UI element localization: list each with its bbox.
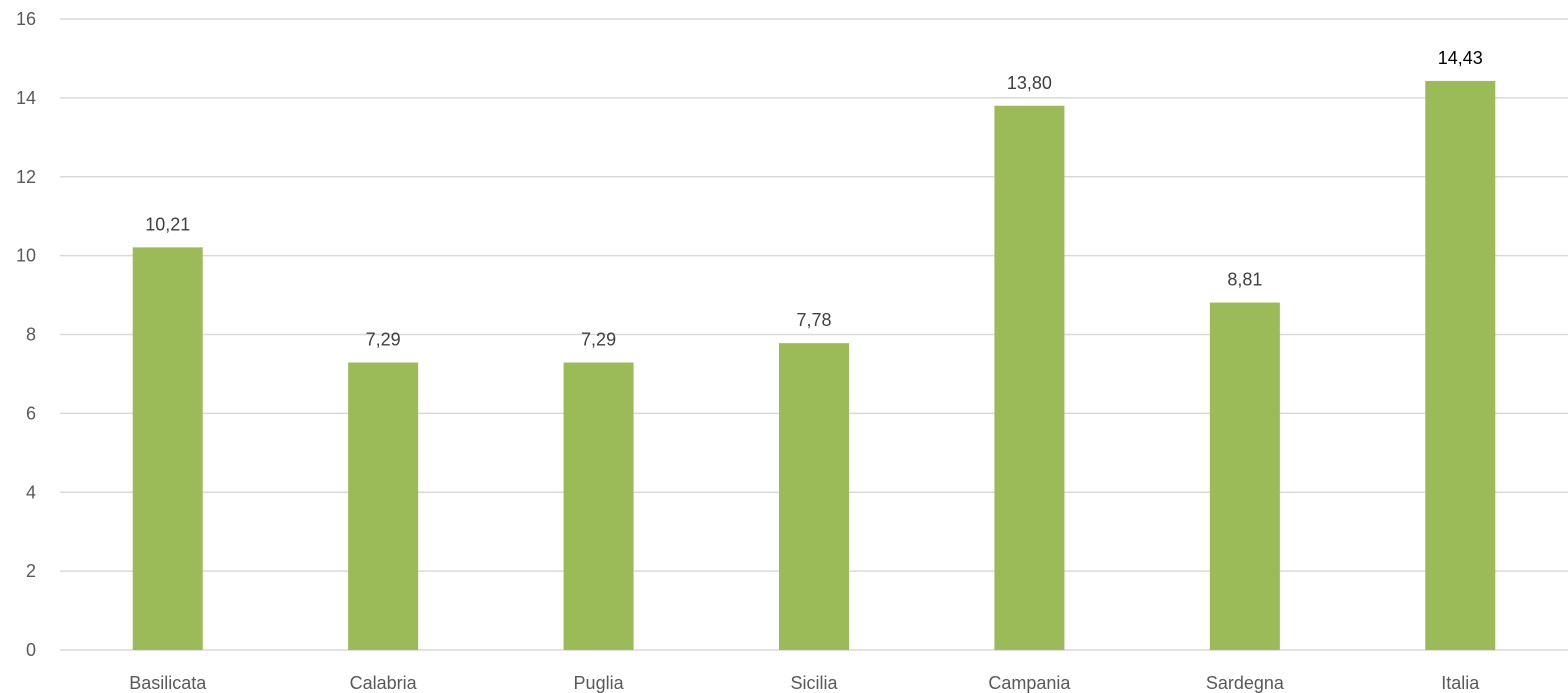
data-label: 8,81 [1227, 270, 1262, 290]
bar-calabria [348, 362, 419, 650]
bars [132, 80, 1496, 651]
y-tick-label: 4 [26, 482, 36, 502]
data-label: 7,78 [796, 310, 831, 330]
y-tick-label: 12 [16, 167, 36, 187]
y-tick-label: 6 [26, 403, 36, 423]
bar-sicilia [779, 343, 849, 650]
data-label: 14,43 [1438, 48, 1483, 68]
y-tick-label: 10 [16, 246, 36, 266]
x-tick-label: Campania [988, 673, 1071, 693]
y-tick-label: 2 [26, 561, 36, 581]
data-label: 10,21 [145, 214, 190, 234]
bar-italia [1425, 80, 1496, 651]
x-tick-label: Sicilia [790, 673, 838, 693]
bar-sardegna [1209, 302, 1280, 650]
bar-puglia [563, 362, 634, 650]
x-axis-ticks: Basilicata Calabria Puglia Sicilia Campania S… [129, 673, 1480, 693]
bar-campania [994, 105, 1065, 650]
data-labels: 10,21 7,29 7,29 7,78 13,80 8,81 14,43 [145, 48, 1483, 350]
data-label: 7,29 [366, 330, 401, 350]
y-tick-label: 14 [16, 88, 36, 108]
x-tick-label: Italia [1441, 673, 1480, 693]
x-tick-label: Calabria [350, 673, 418, 693]
data-label: 7,29 [581, 330, 616, 350]
y-axis-ticks: 0 2 4 6 8 10 12 14 16 [16, 9, 36, 660]
gridlines [60, 18, 1568, 651]
bar-basilicata [132, 247, 203, 650]
y-tick-label: 16 [16, 9, 36, 29]
x-tick-label: Sardegna [1206, 673, 1285, 693]
y-tick-label: 8 [26, 325, 36, 345]
data-label: 13,80 [1007, 73, 1052, 93]
y-tick-label: 0 [26, 640, 36, 660]
x-tick-label: Puglia [574, 673, 625, 693]
x-tick-label: Basilicata [129, 673, 207, 693]
